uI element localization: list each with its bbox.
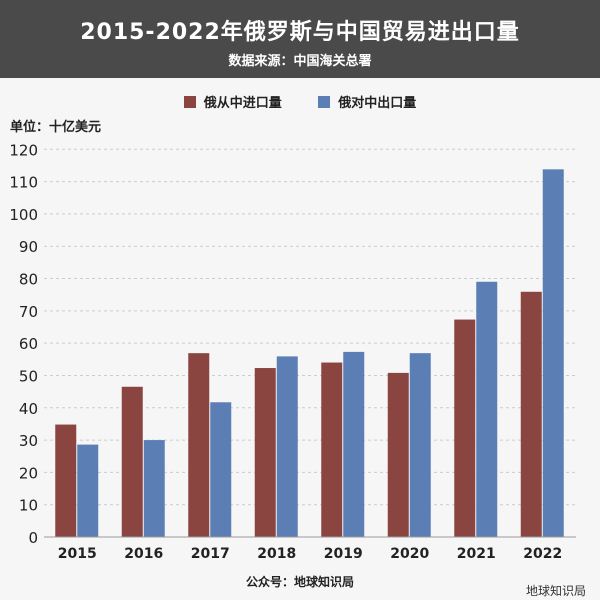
y-tick-label: 90 [19,238,38,256]
x-tick-label: 2018 [257,546,296,562]
bar-imports-2021 [454,319,476,537]
bar-exports-2015 [77,444,99,537]
x-tick-label: 2017 [191,546,230,562]
y-tick-label: 60 [19,335,38,353]
bar-exports-2017 [210,402,232,537]
y-tick-label: 50 [19,367,38,385]
legend-item-exports: 俄对中出口量 [318,92,416,111]
bar-imports-2019 [321,362,343,537]
bar-imports-2015 [55,424,77,537]
x-tick-label: 2020 [390,546,429,562]
legend-swatch [183,96,196,108]
y-tick-label: 40 [19,400,38,418]
y-tick-label: 10 [19,497,38,515]
y-tick-label: 120 [9,141,38,159]
legend-item-imports: 俄从中进口量 [183,92,282,111]
y-tick-label: 100 [9,206,38,224]
y-tick-label: 20 [19,464,38,482]
bar-imports-2020 [387,372,409,537]
bar-imports-2016 [121,386,143,537]
bar-imports-2018 [254,368,276,537]
legend-swatch [318,96,331,108]
y-tick-label: 80 [19,271,38,289]
chart-title: 2015-2022年俄罗斯与中国贸易进出口量 [80,20,520,45]
header: 2015-2022年俄罗斯与中国贸易进出口量 数据来源：中国海关总署 [0,0,600,78]
x-tick-label: 2021 [457,546,496,562]
footer-credit: 公众号：地球知识局 [245,575,354,589]
x-tick-label: 2015 [58,546,97,562]
chart-subtitle: 数据来源：中国海关总署 [228,54,372,69]
watermark: 地球知识局 [525,584,586,598]
legend-label: 俄从中进口量 [203,96,282,111]
bar-imports-2017 [188,353,210,537]
bar-exports-2018 [276,356,298,537]
y-tick-label: 70 [19,303,38,321]
y-tick-label: 110 [9,174,38,192]
y-tick-label: 30 [19,432,38,450]
y-axis-label: 单位：十亿美元 [10,120,102,135]
y-tick-label: 0 [28,529,38,547]
bar-exports-2019 [343,351,365,537]
legend-label: 俄对中出口量 [338,96,417,111]
bar-exports-2016 [143,440,165,537]
bar-exports-2021 [476,281,498,537]
bar-imports-2022 [520,291,542,537]
bar-exports-2022 [542,169,564,537]
x-tick-label: 2022 [523,546,562,562]
legend: 俄从中进口量 俄对中出口量 [0,92,600,111]
x-tick-label: 2019 [324,546,363,562]
bar-exports-2020 [409,353,431,537]
x-tick-label: 2016 [124,546,163,562]
